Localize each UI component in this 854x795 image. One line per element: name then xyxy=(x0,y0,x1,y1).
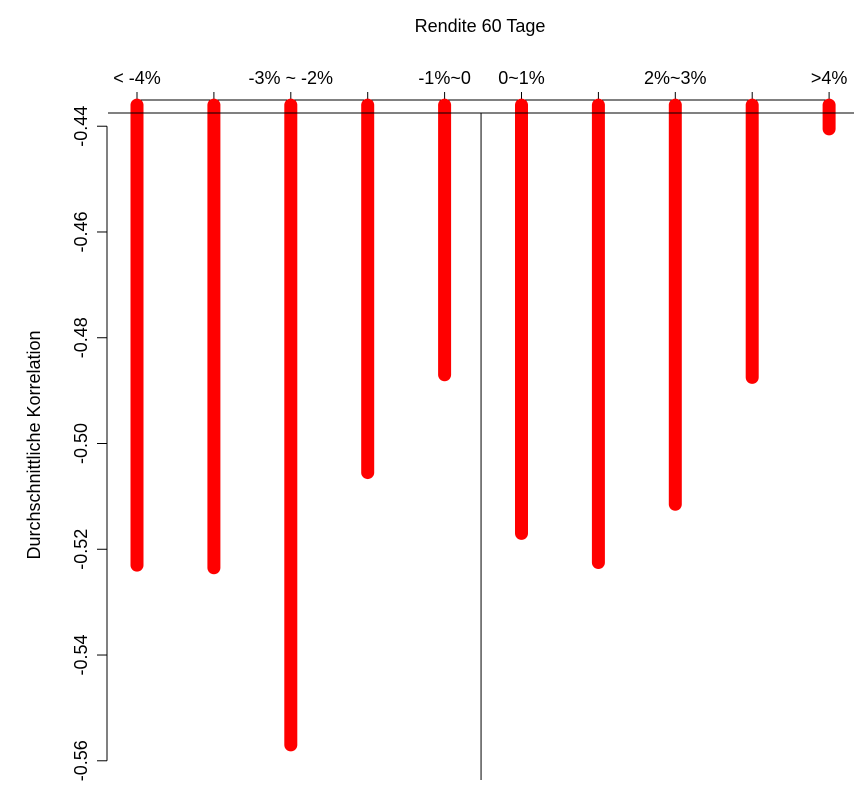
x-axis-top: < -4% -3% ~ -2% -1%~0 0~1% 2%~3% >4% xyxy=(113,68,848,101)
x-tick-label: -1%~0 xyxy=(418,68,471,88)
y-tick-label: -0.46 xyxy=(71,211,91,252)
y-tick-label: -0.56 xyxy=(71,740,91,781)
y-axis-left: -0.44 -0.46 -0.48 -0.50 -0.52 -0.54 -0.56 xyxy=(71,106,108,781)
y-tick-label: -0.50 xyxy=(71,423,91,464)
y-tick-label: -0.52 xyxy=(71,529,91,570)
x-tick-label: 0~1% xyxy=(498,68,545,88)
x-tick-label: 2%~3% xyxy=(644,68,707,88)
y-tick-label: -0.54 xyxy=(71,635,91,676)
y-tick-label: -0.44 xyxy=(71,106,91,147)
chart-title: Rendite 60 Tage xyxy=(415,16,546,36)
x-tick-label: >4% xyxy=(811,68,848,88)
y-axis-label: Durchschnittliche Korrelation xyxy=(24,330,44,559)
x-tick-label: < -4% xyxy=(113,68,161,88)
y-tick-label: -0.48 xyxy=(71,317,91,358)
bars xyxy=(108,98,854,752)
x-tick-label: -3% ~ -2% xyxy=(249,68,334,88)
